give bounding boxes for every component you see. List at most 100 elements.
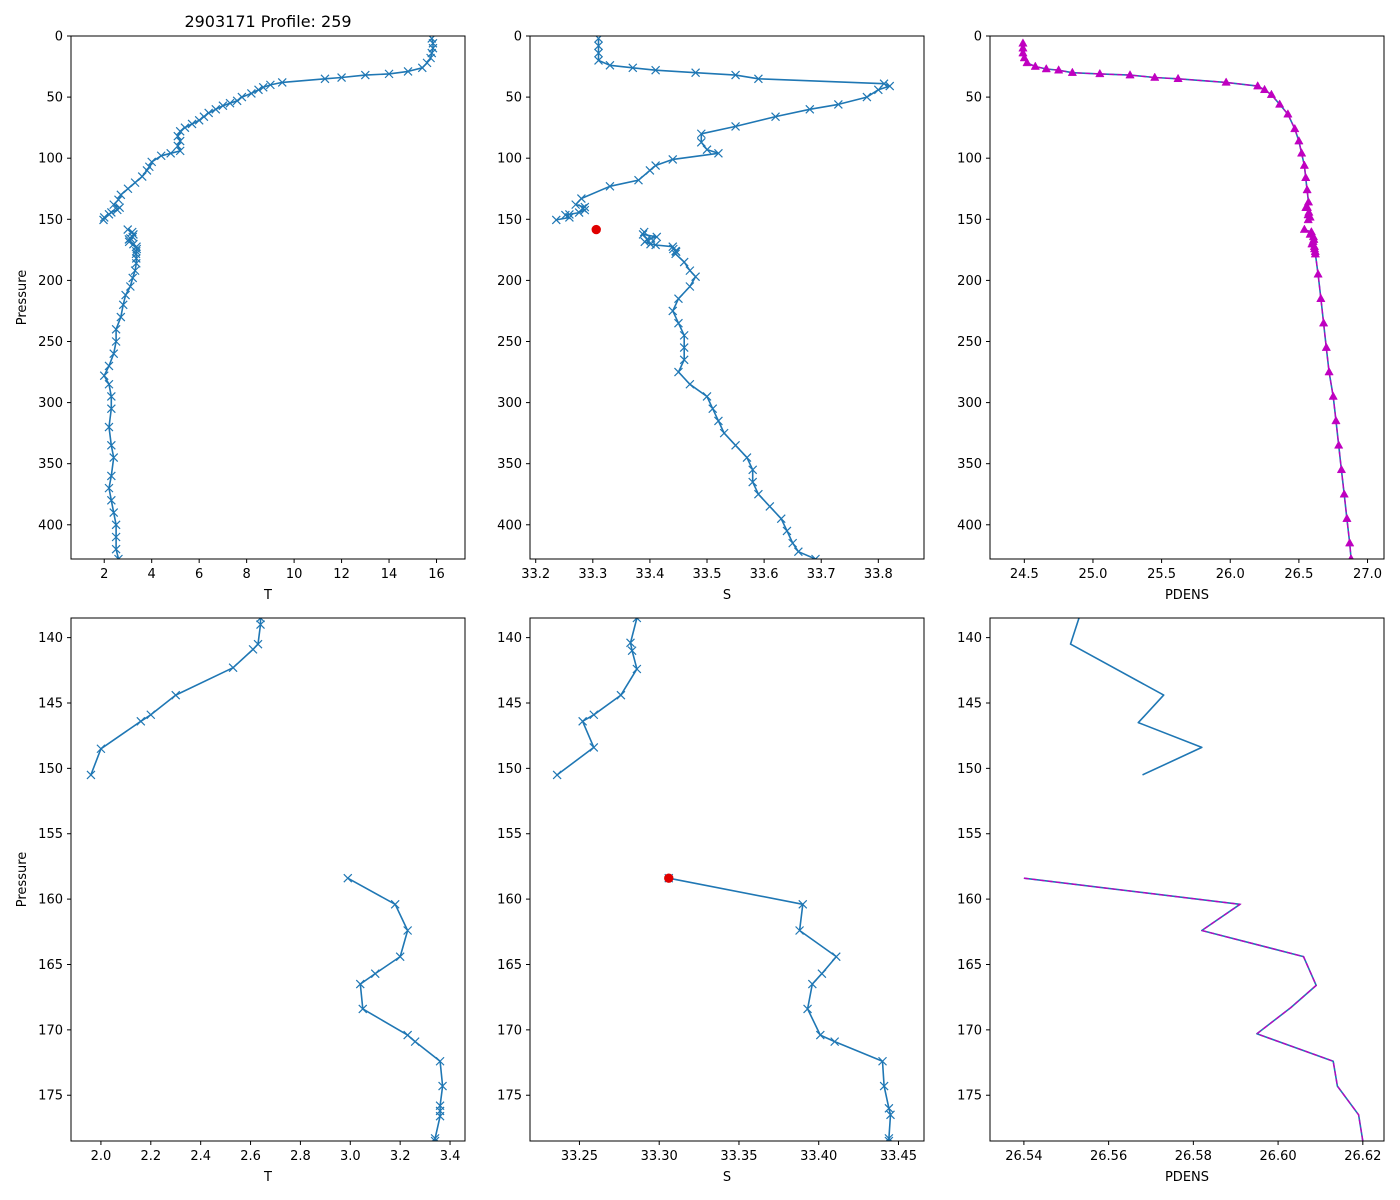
y-tick-label: 155 — [38, 827, 63, 842]
data-point — [426, 53, 436, 63]
y-tick-label: 145 — [38, 696, 63, 711]
data-point — [355, 979, 365, 989]
data-point — [175, 146, 185, 156]
data-point — [277, 78, 287, 87]
data-point — [106, 404, 116, 414]
data-point — [628, 63, 638, 73]
data-point — [1294, 136, 1304, 145]
data-layer — [86, 618, 447, 1141]
data-point — [147, 157, 157, 167]
data-point — [211, 104, 221, 114]
data-point — [1067, 67, 1077, 76]
data-point — [1339, 489, 1349, 498]
x-axis-label: PDENS — [1165, 1170, 1209, 1185]
data-point — [121, 290, 131, 300]
y-tick-label: 170 — [957, 1023, 982, 1038]
y-tick-label: 150 — [957, 213, 982, 228]
data-point — [807, 979, 817, 989]
y-tick-label: 100 — [957, 152, 982, 167]
x-tick-label: 3.4 — [440, 1149, 461, 1164]
data-point — [1283, 109, 1293, 118]
data-layer — [1018, 38, 1355, 559]
data-point — [594, 48, 603, 58]
data-point — [674, 294, 683, 304]
data-point — [1275, 99, 1285, 108]
y-tick-label: 175 — [38, 1089, 63, 1104]
plot-area — [530, 618, 924, 1141]
data-point — [788, 538, 798, 548]
data-point — [803, 1004, 812, 1014]
data-point — [320, 74, 330, 84]
data-point — [551, 215, 561, 225]
data-point — [679, 257, 689, 267]
y-tick-label: 350 — [957, 457, 982, 472]
data-point — [634, 175, 643, 185]
data-point — [435, 1111, 445, 1121]
data-point — [1345, 538, 1355, 547]
y-tick-label: 300 — [38, 396, 63, 411]
data-point — [112, 205, 122, 215]
data-point — [795, 926, 805, 935]
y-tick-label: 150 — [38, 762, 63, 777]
data-point — [173, 141, 183, 151]
data-point — [884, 1103, 894, 1113]
data-point — [410, 1037, 420, 1047]
y-tick-label: 100 — [38, 152, 63, 167]
data-point — [884, 1136, 894, 1141]
data-point — [616, 690, 626, 700]
x-tick-label: 26.62 — [1344, 1149, 1381, 1164]
axes-frame — [529, 35, 925, 560]
data-point — [384, 69, 394, 79]
x-tick-label: 33.7 — [807, 567, 836, 582]
data-point — [104, 483, 114, 493]
data-point — [560, 210, 570, 220]
subplot-S-zoom: 33.25 33.30 33.35 33.40 33.45 140 145 150 155 160… — [497, 617, 925, 1185]
x-tick-label: 33.6 — [750, 567, 779, 582]
data-point — [106, 392, 116, 401]
data-point — [175, 136, 185, 146]
x-tick-label: 10 — [286, 567, 303, 582]
data-point — [685, 379, 695, 389]
data-point — [811, 554, 820, 559]
data-point — [109, 508, 119, 517]
data-point — [180, 123, 190, 133]
x-tick-label: 4 — [148, 567, 156, 582]
data-point — [123, 184, 133, 194]
x-tick-label: 33.3 — [578, 567, 607, 582]
x-tick-label: 26.0 — [1216, 567, 1245, 582]
y-tick-label: 150 — [497, 213, 522, 228]
data-point — [589, 710, 599, 720]
x-tick-label: 26.58 — [1175, 1149, 1212, 1164]
data-point — [130, 266, 140, 276]
data-point — [671, 249, 681, 259]
y-tick-label: 150 — [497, 762, 522, 777]
data-point — [104, 379, 114, 389]
y-tick-label: 400 — [497, 518, 522, 533]
data-point — [702, 392, 712, 401]
x-tick-label: 33.40 — [800, 1149, 837, 1164]
data-point — [1316, 293, 1326, 302]
data-point — [831, 952, 841, 962]
data-point — [833, 100, 843, 109]
data-point — [265, 80, 275, 90]
data-point — [417, 63, 427, 73]
data-point — [106, 495, 116, 505]
data-point — [679, 330, 689, 340]
x-tick-label: 3.2 — [390, 1149, 411, 1164]
data-point — [626, 638, 635, 648]
data-point — [395, 952, 405, 962]
data-point — [671, 247, 681, 257]
data-point — [343, 873, 353, 883]
data-point — [685, 282, 695, 291]
x-axis-label: T — [263, 1170, 272, 1185]
y-tick-label: 160 — [38, 893, 63, 908]
data-point — [651, 65, 661, 75]
data-point — [111, 324, 121, 334]
data-point — [111, 337, 121, 346]
data-point — [430, 1133, 440, 1141]
data-point — [817, 969, 827, 979]
x-tick-label: 8 — [242, 567, 250, 582]
y-tick-label: 170 — [38, 1023, 63, 1038]
data-point — [798, 899, 808, 909]
x-tick-label: 26.54 — [1005, 1149, 1042, 1164]
